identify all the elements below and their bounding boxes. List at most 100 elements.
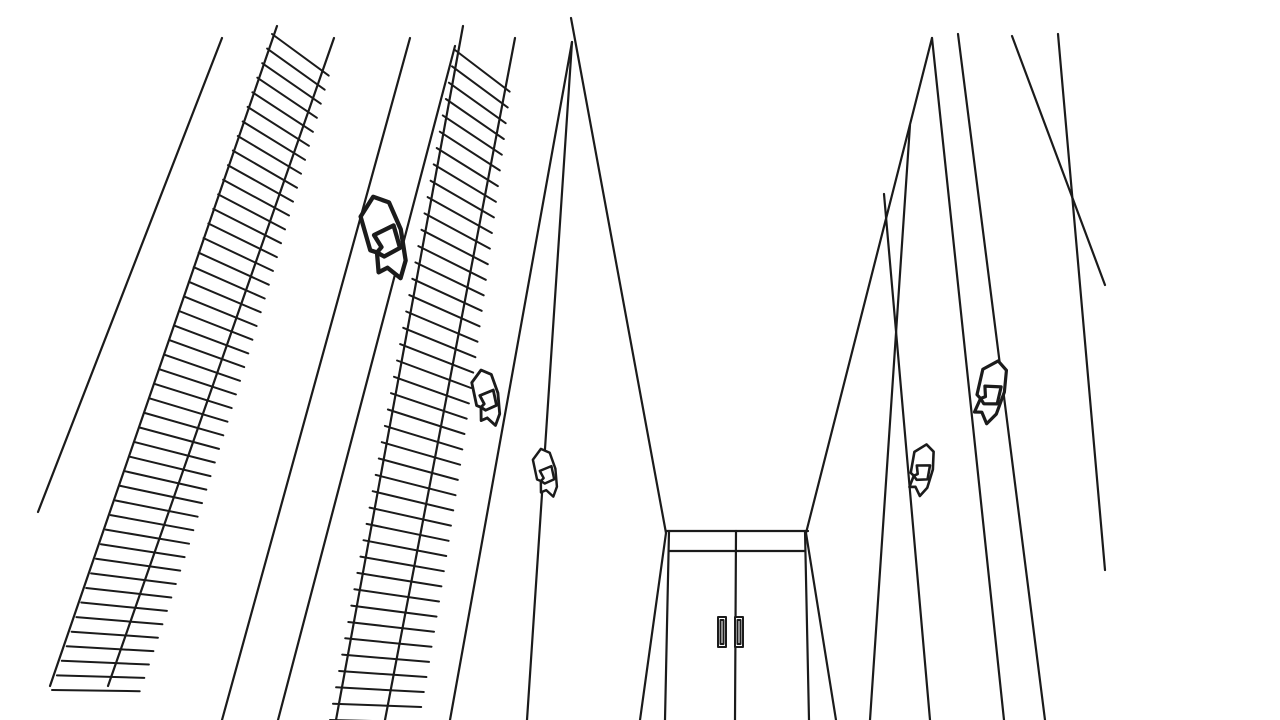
stair-tread (60, 659, 150, 666)
left-second-outer-edge (220, 36, 412, 720)
stair-tread (362, 539, 448, 557)
stair-tread (365, 522, 450, 542)
stair-tread (426, 196, 493, 234)
right-wall-outer-edge (804, 36, 934, 535)
left-door-return-edge (569, 16, 668, 535)
right-inner-edge-b (1010, 34, 1107, 287)
stair-tread (405, 310, 479, 343)
stair-tread (51, 689, 141, 693)
fixture-inner-panel (478, 388, 498, 412)
stair-tread (95, 557, 182, 572)
stair-tread (347, 621, 435, 633)
stair-tread (251, 91, 314, 133)
stair-tread (212, 207, 282, 245)
wall-fixture-right-2 (972, 359, 1009, 426)
stair-tread (119, 484, 203, 505)
stair-tread (129, 455, 212, 478)
stair-tread (90, 572, 177, 585)
stair-tread (353, 588, 440, 603)
stair-tread (350, 604, 438, 618)
stair-tread (417, 245, 487, 281)
stair-tread (70, 630, 159, 639)
stair-tread (134, 441, 216, 464)
stair-tread (246, 105, 310, 147)
stair-tread (438, 130, 501, 172)
stair-tread (143, 412, 225, 437)
stair-tread (338, 670, 428, 678)
stair-tread (341, 653, 430, 663)
stair-tread (344, 637, 433, 648)
wall-fixture-right-1 (908, 443, 935, 498)
stair-tread (420, 228, 489, 266)
stair-tread (454, 49, 511, 93)
stair-tread (227, 164, 294, 203)
left-door-jamb-edge (638, 531, 668, 720)
door-handle-right[interactable] (734, 616, 744, 648)
stair-tread (109, 514, 195, 532)
stair-tread (402, 326, 477, 359)
left-lower-stair-band (329, 49, 511, 720)
fixture-inner-panel (538, 464, 556, 485)
stair-tread (383, 424, 464, 451)
left-second-inner-edge (334, 24, 465, 720)
stair-tread (447, 81, 507, 125)
stair-tread (207, 222, 278, 259)
stair-tread (192, 266, 266, 300)
door-handle-left[interactable] (717, 616, 727, 648)
stair-tread (356, 571, 443, 588)
door-right-jamb (803, 529, 811, 720)
stair-tread (374, 473, 457, 497)
stair-tread (202, 237, 274, 272)
stair-tread (432, 163, 497, 203)
stair-tread (104, 528, 190, 545)
left-outer-edge (36, 36, 224, 514)
stair-tread (423, 212, 491, 250)
stair-tread (75, 616, 164, 626)
left-second-mid-edge (276, 44, 457, 720)
stair-tread (261, 62, 322, 105)
stair-tread (335, 686, 425, 693)
stair-tread (183, 295, 258, 327)
door-handle-inner[interactable] (719, 619, 725, 645)
stair-tread (386, 408, 466, 435)
right-inner-edge-c (1056, 32, 1107, 572)
centre-double-door[interactable] (663, 529, 811, 720)
left-wall-inner-edge (525, 40, 574, 720)
stair-tread (158, 368, 237, 396)
stair-tread (332, 702, 423, 708)
stair-tread (80, 601, 168, 612)
stair-tread (163, 353, 241, 382)
stair-tread (371, 490, 455, 512)
stair-tread (377, 457, 459, 481)
stair-tread (187, 280, 262, 314)
fixture-inner-panel (912, 464, 932, 482)
stair-tread (168, 339, 246, 369)
stair-tread (359, 555, 445, 573)
stair-tread (197, 251, 270, 286)
stair-tread (393, 375, 470, 405)
stair-tread (124, 470, 208, 491)
stair-tread (411, 277, 483, 312)
stair-tread (444, 98, 505, 140)
left-stair-inner-edge (106, 36, 336, 688)
fixture-inner-panel (371, 223, 403, 259)
right-door-return-edge (804, 531, 838, 720)
stair-tread (266, 47, 326, 91)
door-handle-inner[interactable] (736, 619, 742, 645)
stair-tread (173, 324, 250, 355)
stair-tread (408, 294, 481, 328)
stair-tread (256, 76, 318, 119)
stair-tread (399, 343, 475, 374)
stair-tread (148, 397, 229, 423)
stair-tread (65, 645, 155, 653)
wall-fixture-left-2 (470, 368, 502, 427)
stair-tread (396, 359, 473, 389)
stair-tread (222, 178, 290, 217)
stair-tread (153, 382, 233, 410)
door-left-jamb (663, 529, 671, 720)
stair-tread (451, 65, 509, 109)
wall-fixture-left-1 (358, 194, 408, 281)
